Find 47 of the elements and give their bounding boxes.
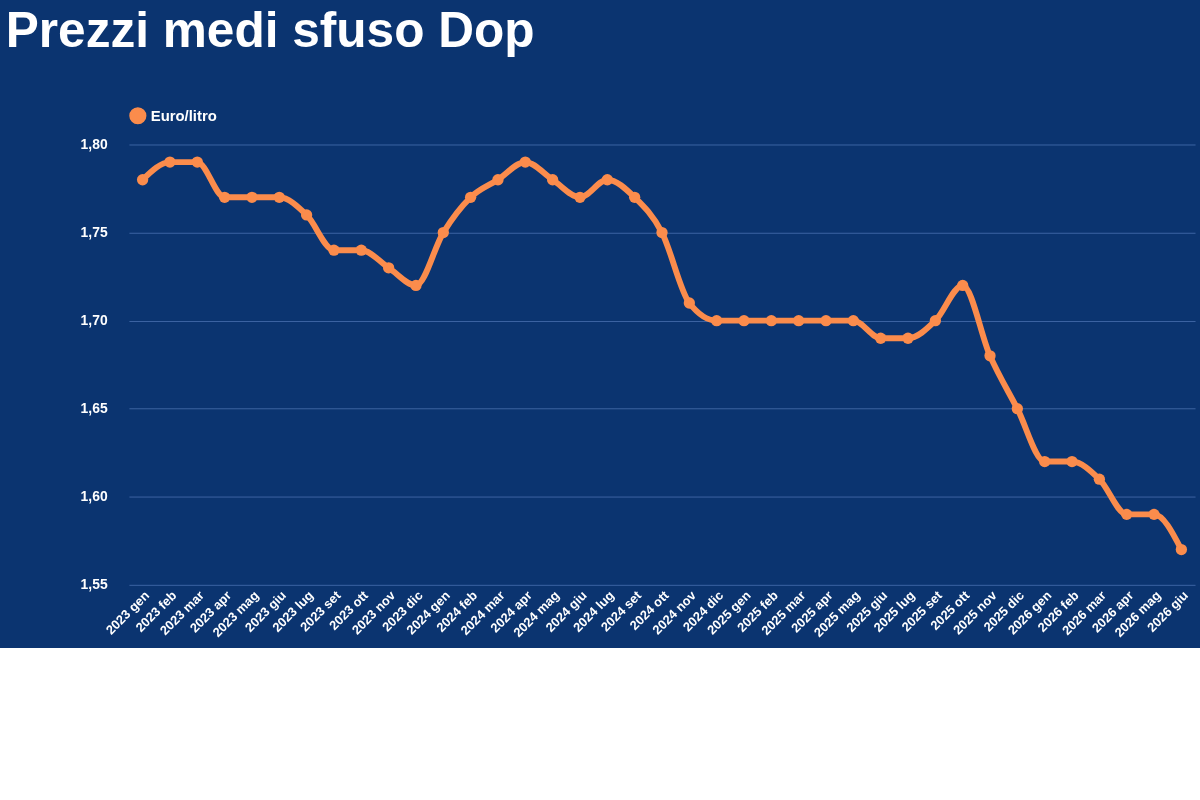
y-tick-label: 1,70 — [80, 312, 108, 329]
point — [218, 191, 231, 203]
point — [628, 191, 641, 203]
point — [410, 279, 422, 292]
point — [711, 314, 723, 327]
point — [1148, 508, 1160, 521]
point — [957, 279, 969, 292]
point — [656, 226, 668, 239]
point — [929, 314, 941, 327]
point — [492, 174, 504, 186]
point — [328, 244, 340, 256]
point — [875, 332, 887, 344]
point — [1011, 403, 1024, 415]
point — [683, 297, 695, 309]
point — [847, 314, 859, 327]
y-tick-label: 1,80 — [80, 135, 108, 152]
point — [273, 191, 285, 203]
point — [519, 156, 531, 168]
point — [601, 174, 613, 186]
point — [246, 191, 258, 203]
point — [793, 314, 805, 327]
y-tick-label: 1,75 — [80, 224, 108, 241]
y-tick-label: 1,55 — [80, 576, 108, 593]
point — [191, 156, 203, 168]
point — [574, 191, 586, 203]
point — [1039, 455, 1051, 468]
point — [902, 332, 914, 344]
point — [738, 314, 750, 327]
point — [546, 174, 559, 186]
point — [765, 314, 777, 327]
point — [382, 262, 395, 274]
point — [1093, 473, 1106, 485]
legend-label: Euro/litro — [150, 107, 217, 124]
point — [1175, 543, 1188, 556]
point — [136, 174, 149, 186]
point — [437, 226, 449, 239]
point — [164, 156, 176, 168]
point — [1121, 508, 1133, 521]
point — [300, 209, 313, 221]
point — [1066, 455, 1078, 468]
point — [355, 244, 367, 256]
y-tick-label: 1,65 — [80, 400, 108, 417]
y-tick-label: 1,60 — [80, 488, 108, 505]
point — [820, 314, 832, 327]
point — [464, 191, 477, 203]
point — [984, 350, 996, 362]
chart-title: Prezzi medi sfuso Dop — [5, 2, 535, 59]
